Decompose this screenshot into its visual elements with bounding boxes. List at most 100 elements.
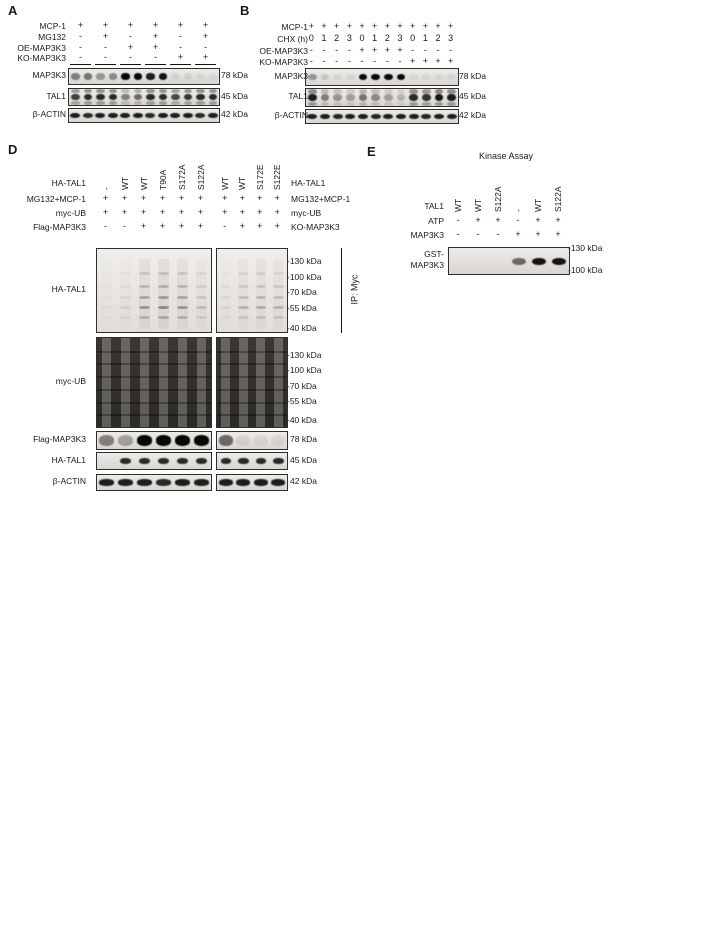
cond-value: + <box>178 207 185 218</box>
band <box>307 113 318 120</box>
band <box>384 89 393 94</box>
band <box>136 435 153 446</box>
band <box>132 112 143 119</box>
band <box>447 73 456 81</box>
band <box>357 113 369 120</box>
panel-letter: A <box>8 2 18 18</box>
smear-band <box>238 305 249 309</box>
band <box>196 73 205 80</box>
band <box>395 113 407 120</box>
kda-label: 78 kDa <box>290 434 317 445</box>
smear-band <box>157 305 170 309</box>
band <box>174 479 191 486</box>
cond-value: - <box>335 56 339 67</box>
band <box>422 93 431 102</box>
smear-line <box>217 350 287 353</box>
band <box>220 457 231 465</box>
cond-value: + <box>177 52 184 63</box>
cond-value: - <box>104 52 107 63</box>
lane-label: WT <box>473 198 483 212</box>
lane-row-label-right: HA-TAL1 <box>291 177 326 188</box>
band <box>96 93 105 101</box>
band <box>434 73 444 81</box>
band <box>236 435 251 446</box>
band <box>146 73 155 80</box>
band <box>273 457 284 465</box>
blot-box <box>96 337 212 428</box>
cond-value: - <box>360 56 364 67</box>
cond-value: + <box>197 193 204 204</box>
cond-value: + <box>257 221 263 232</box>
band <box>121 73 130 80</box>
lane-streak <box>139 338 150 427</box>
band <box>120 112 131 119</box>
smear-band <box>273 272 284 276</box>
cond-value: + <box>178 193 185 204</box>
smear-band <box>273 295 284 299</box>
blot-label: HA-TAL1 <box>51 454 86 465</box>
band <box>218 435 233 446</box>
cond-value: - <box>456 215 460 226</box>
blot-box <box>216 337 288 428</box>
cond-value: - <box>179 42 182 53</box>
band <box>396 101 406 106</box>
cond-label-right: KO-MAP3K3 <box>291 221 340 232</box>
smear-band <box>255 305 266 309</box>
band <box>218 479 233 486</box>
band <box>396 93 406 102</box>
band <box>384 73 393 81</box>
cond-value: - <box>204 42 207 53</box>
cond-value: - <box>223 221 227 232</box>
smear-band <box>157 272 170 276</box>
cond-label: Flag-MAP3K3 <box>33 221 86 232</box>
smear-band <box>176 305 189 309</box>
band <box>422 101 431 106</box>
smear-line <box>97 401 211 404</box>
cond-value: + <box>140 193 147 204</box>
band <box>146 89 155 94</box>
cond-label: KO-MAP3K3 <box>17 52 66 63</box>
band <box>155 435 172 446</box>
band <box>117 435 134 446</box>
cond-value: 1 <box>372 33 378 44</box>
band <box>136 479 153 486</box>
marker-label: -40 kDa <box>287 323 317 334</box>
smear-band <box>157 284 170 288</box>
blot-box <box>96 474 212 491</box>
band <box>157 457 170 465</box>
blot-label: MAP3K3 <box>32 70 66 81</box>
band <box>346 93 355 102</box>
band <box>308 101 317 106</box>
band <box>96 89 105 94</box>
blot-box <box>216 474 288 491</box>
band <box>71 89 80 94</box>
cond-value: + <box>422 21 428 32</box>
blot-box <box>68 108 220 123</box>
band <box>396 89 406 94</box>
band <box>196 101 205 105</box>
cond-value: + <box>410 21 416 32</box>
lane-streak <box>273 338 283 427</box>
band <box>193 479 210 486</box>
band <box>117 479 134 486</box>
cond-label-right: myc-UB <box>291 207 322 218</box>
lane-streak <box>101 338 112 427</box>
blot-box <box>96 431 212 450</box>
band <box>170 112 181 119</box>
band <box>447 101 456 106</box>
cond-value: + <box>274 207 280 218</box>
bracket-line <box>341 248 343 333</box>
band <box>511 257 527 266</box>
cond-value: + <box>140 221 147 232</box>
cond-value: - <box>373 56 377 67</box>
smear-line <box>217 363 287 366</box>
cond-value: + <box>152 20 159 31</box>
cond-value: + <box>448 21 454 32</box>
smear-band <box>220 295 231 299</box>
smear-band <box>138 284 151 288</box>
band <box>71 73 80 80</box>
band <box>108 93 117 101</box>
band <box>208 101 217 105</box>
smear-band <box>255 315 266 319</box>
band <box>208 89 217 94</box>
